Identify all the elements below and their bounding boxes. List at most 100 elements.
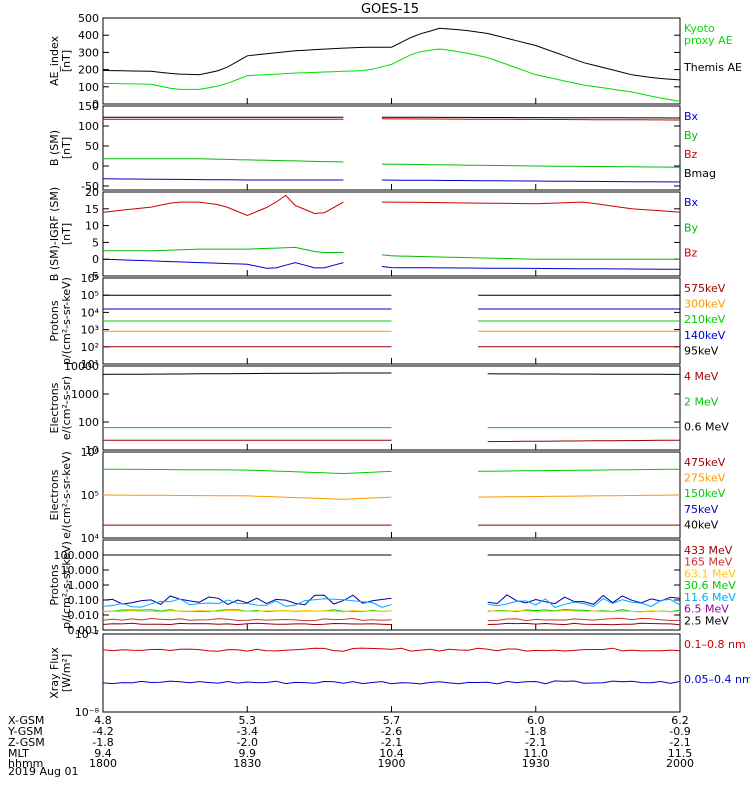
series-line: [102, 617, 681, 622]
x-row-value: -4.2: [92, 725, 113, 738]
x-row-value: 11.0: [524, 747, 549, 760]
x-row-label: Z-GSM: [8, 736, 45, 749]
legend-entry: 11.6 MeV: [684, 591, 736, 604]
x-row-value: -2.1: [381, 736, 402, 749]
series-line: [102, 194, 681, 217]
y-axis-label: [nT]: [60, 137, 73, 159]
legend-entry: 300keV: [684, 298, 726, 311]
x-row-value: -3.4: [237, 725, 258, 738]
x-axis-labels: X-GSM 4.8 5.3 5.7 6.0 6.2 Y-GSM -4.2 -3.4 -2.6 -1.…: [7, 714, 694, 770]
y-tick-label: 0: [92, 160, 99, 173]
legend-entry: 40keV: [684, 518, 719, 531]
y-axis-label: Protons: [48, 300, 61, 341]
y-axis-label: AE_index: [48, 35, 61, 86]
y-tick-label: 500: [78, 12, 99, 25]
legend-entry: 30.6 MeV: [684, 579, 736, 592]
y-tick-label: -50: [81, 180, 99, 193]
y-tick-label: 10⁴: [81, 532, 100, 545]
series-line: [102, 48, 681, 102]
y-tick-label: 10: [85, 444, 99, 457]
y-tick-label: 400: [78, 29, 99, 42]
y-axis-label: [W/m²]: [60, 654, 73, 692]
series-line: [102, 609, 681, 613]
legend-entry: 0.1–0.8 nm: [684, 638, 746, 651]
legend-entry: 140keV: [684, 329, 726, 342]
x-row-label: MLT: [8, 747, 29, 760]
y-axis-label: p/(cm²-s-sr-keV): [60, 277, 73, 365]
y-axis-label: e/(cm²-s-sr-keV): [60, 451, 73, 539]
panel-4: 10⁶ 10⁵ 10⁴ 10³ 10² 10¹ Protons p/(cm²-s-sr-keV…: [48, 272, 726, 371]
legend-entry: 2 MeV: [684, 395, 719, 408]
y-tick-label: 100: [78, 120, 99, 133]
y-tick-label: 10⁻⁷: [75, 628, 99, 641]
y-axis-label: B (SM)-IGRF (SM): [48, 187, 61, 281]
y-axis-label: e/(cm²-s-sr): [60, 376, 73, 440]
x-row-value: 1830: [233, 757, 261, 770]
x-row-value: -2.1: [669, 736, 690, 749]
y-tick-label: 10²: [81, 341, 99, 354]
y-tick-label: 0.010: [68, 609, 100, 622]
legend-entry: Bx: [684, 196, 699, 209]
y-axis-label: [nT]: [60, 223, 73, 245]
x-row-value: 1800: [89, 757, 117, 770]
panel-frame: [102, 365, 681, 451]
y-tick-label: 0: [92, 98, 99, 111]
y-axis-label: B (SM): [48, 130, 61, 166]
y-tick-label: 50: [85, 140, 99, 153]
y-tick-label: 100.000: [54, 549, 100, 562]
date-label: 2019 Aug 01: [8, 765, 78, 778]
y-tick-label: 0.001: [68, 624, 100, 637]
y-axis-label: [nT]: [60, 50, 73, 72]
x-row-value: 4.8: [94, 714, 112, 727]
plot-title: GOES-15: [361, 2, 419, 17]
y-tick-label: 10⁶: [81, 272, 100, 285]
legend-entry: proxy AE: [684, 34, 733, 47]
y-tick-label: 10¹: [81, 358, 99, 371]
legend-entry: 6.5 MeV: [684, 603, 729, 616]
series-line: [102, 494, 681, 500]
series-line: [102, 258, 681, 270]
legend-entry: Bz: [684, 247, 698, 260]
y-tick-label: 10⁻⁸: [75, 706, 100, 719]
x-row-label: X-GSM: [8, 714, 44, 727]
y-tick-label: -5: [88, 270, 99, 283]
panel-8: 10⁻⁷ 10⁻⁸ Xray Flux [W/m²] 0.1–0.8 nm 0.05–0.…: [48, 628, 750, 719]
y-tick-label: 10³: [81, 324, 99, 337]
x-row-value: 6.2: [671, 714, 689, 727]
y-tick-label: 0: [92, 253, 99, 266]
y-tick-label: 10⁵: [81, 489, 99, 502]
x-row-value: -2.0: [237, 736, 258, 749]
y-tick-label: 300: [78, 46, 99, 59]
series-line: [102, 372, 680, 375]
legend-entry: 4 MeV: [684, 370, 719, 383]
x-row-value: 2000: [666, 757, 694, 770]
y-axis-label: p/(cm²-s-sr-keV): [60, 541, 73, 629]
legend-entry: Bz: [684, 148, 698, 161]
series-line: [103, 158, 681, 168]
legend-entry: 63.1 MeV: [684, 567, 736, 580]
y-tick-label: 20: [85, 186, 99, 199]
y-tick-label: 10⁵: [81, 289, 99, 302]
series-line: [102, 622, 681, 626]
y-tick-label: 0.100: [68, 594, 100, 607]
y-tick-label: 200: [78, 64, 99, 77]
legend-entry: 2.5 MeV: [684, 614, 729, 627]
x-row-value: -0.9: [669, 725, 690, 738]
panel-3: 20 15 10 5 0 -5 B (SM)-IGRF (SM) [nT] Bx By Bz: [48, 186, 699, 283]
series-line: [102, 680, 681, 685]
legend-entry: 275keV: [684, 472, 726, 485]
y-tick-label: 5: [92, 236, 99, 249]
panel-2: 150 100 50 0 -50 B (SM) [nT] Bx By Bz Bmag: [48, 100, 716, 193]
y-tick-label: 15: [85, 203, 99, 216]
legend-entry: Kyoto: [684, 22, 715, 35]
y-tick-label: 1000: [71, 388, 99, 401]
legend-entry: 0.05–0.4 nm: [684, 673, 750, 686]
x-row-value: 1930: [522, 757, 550, 770]
legend-entry: By: [684, 129, 699, 142]
panel-frame: [102, 191, 681, 277]
y-tick-label: 10⁴: [81, 306, 100, 319]
legend-entry: 575keV: [684, 282, 726, 295]
